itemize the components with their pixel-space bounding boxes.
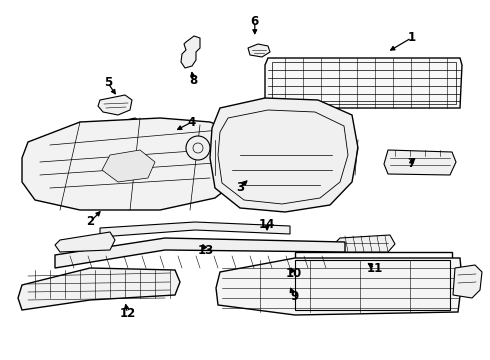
Text: 8: 8: [190, 75, 197, 87]
Polygon shape: [248, 44, 270, 57]
Polygon shape: [265, 58, 462, 108]
Text: 1: 1: [408, 31, 416, 44]
Polygon shape: [55, 238, 345, 268]
Text: 9: 9: [290, 291, 298, 303]
Polygon shape: [98, 95, 132, 115]
Text: 2: 2: [87, 215, 95, 228]
Text: 4: 4: [187, 116, 195, 129]
Polygon shape: [118, 118, 142, 135]
Polygon shape: [100, 222, 290, 237]
Text: 14: 14: [259, 219, 275, 231]
Text: 6: 6: [251, 15, 259, 28]
Text: 11: 11: [367, 262, 383, 275]
Polygon shape: [102, 150, 155, 182]
Polygon shape: [55, 232, 115, 252]
Text: 12: 12: [119, 307, 136, 320]
Polygon shape: [384, 150, 456, 175]
Text: 3: 3: [236, 181, 244, 194]
Text: 10: 10: [286, 267, 302, 280]
Polygon shape: [216, 258, 462, 315]
Text: 5: 5: [104, 76, 112, 89]
Circle shape: [186, 136, 210, 160]
Polygon shape: [210, 98, 358, 212]
Polygon shape: [334, 235, 395, 252]
Polygon shape: [181, 36, 200, 68]
Text: 13: 13: [197, 244, 214, 257]
Polygon shape: [453, 265, 482, 298]
Polygon shape: [22, 118, 248, 210]
Text: 7: 7: [408, 157, 416, 170]
Polygon shape: [18, 268, 180, 310]
